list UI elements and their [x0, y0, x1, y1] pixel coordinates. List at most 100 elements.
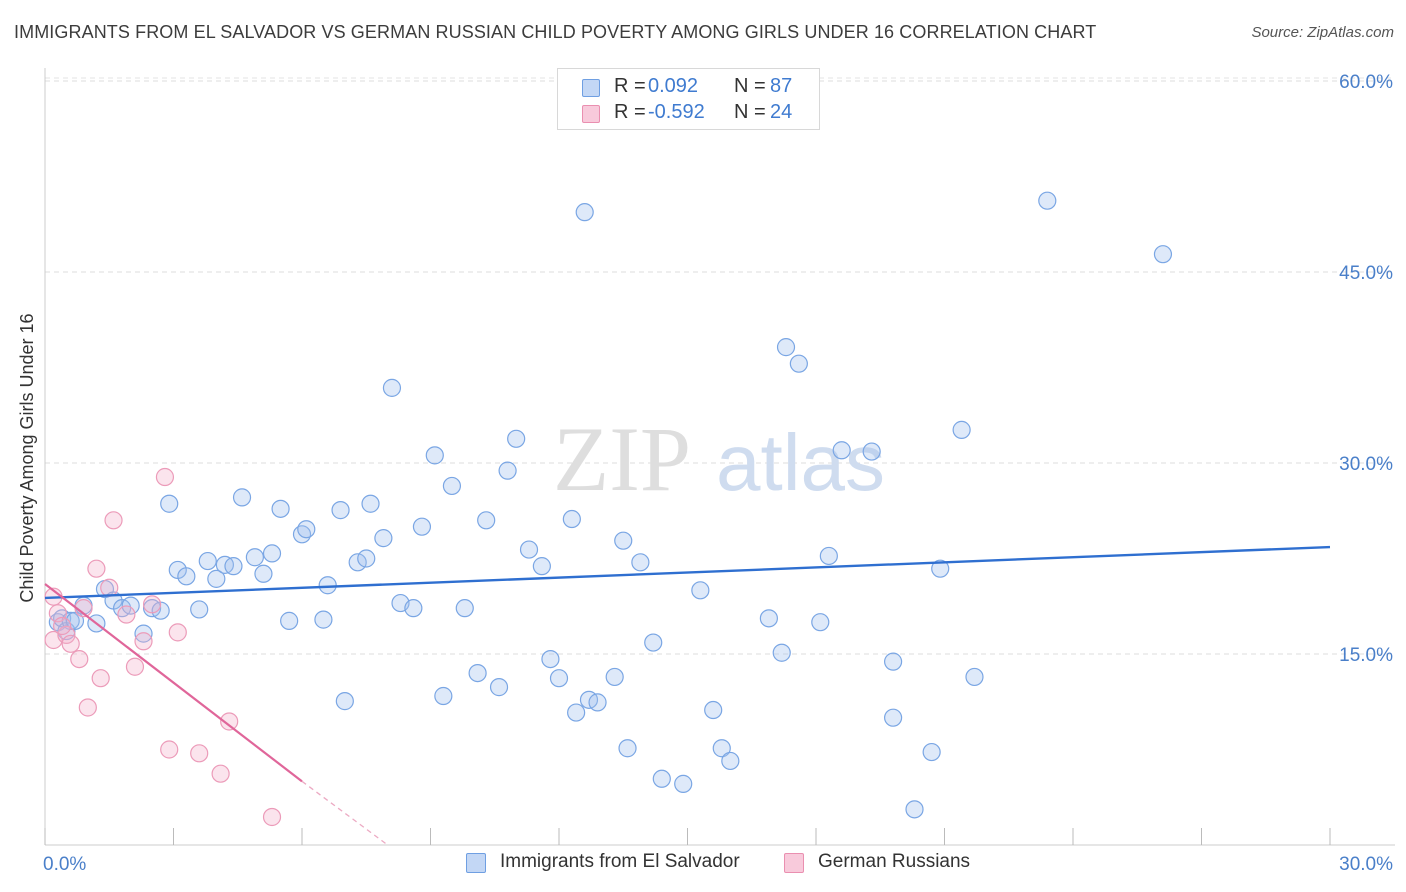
point-el-salvador — [931, 559, 950, 578]
trend-line-german-russians-extension — [301, 780, 389, 846]
point-el-salvador — [644, 633, 663, 652]
point-german-russians — [61, 634, 80, 653]
point-el-salvador — [605, 667, 624, 687]
point-el-salvador — [207, 569, 226, 588]
legend: R = 0.092 N = 87 R = -0.592 N = 24 — [557, 68, 820, 130]
point-el-salvador — [965, 667, 984, 687]
point-el-salvador — [245, 548, 264, 567]
point-el-salvador — [314, 610, 333, 629]
tick-labels: 15.0% 30.0% 45.0% 60.0% 0.0% 30.0% Child Pover… — [17, 72, 1393, 875]
point-el-salvador — [507, 429, 526, 448]
point-german-russians — [134, 632, 153, 651]
point-el-salvador — [280, 611, 299, 630]
trend-line-german-russians — [44, 583, 303, 783]
point-el-salvador — [588, 693, 607, 712]
point-german-russians — [190, 744, 209, 763]
point-el-salvador — [374, 529, 393, 548]
point-el-salvador — [254, 564, 273, 583]
point-el-salvador — [1153, 245, 1173, 264]
point-german-russians — [220, 712, 239, 731]
point-el-salvador — [905, 800, 924, 819]
point-el-salvador — [198, 551, 217, 571]
point-el-salvador — [952, 420, 971, 439]
point-german-russians — [91, 669, 110, 688]
y-tick-label: 45.0% — [1339, 263, 1393, 284]
legend-r-value: -0.592 — [648, 101, 705, 123]
point-el-salvador — [190, 600, 209, 619]
point-el-salvador — [811, 613, 830, 632]
point-el-salvador — [832, 441, 851, 460]
x-tick-label: 0.0% — [43, 854, 86, 875]
point-el-salvador — [704, 700, 723, 720]
point-german-russians — [70, 649, 89, 669]
point-el-salvador — [631, 553, 650, 572]
point-el-salvador — [674, 774, 693, 793]
point-german-russians — [125, 657, 145, 676]
point-el-salvador — [712, 739, 731, 758]
legend-r-label: R = — [614, 75, 646, 97]
point-el-salvador — [862, 442, 881, 461]
point-german-russians — [57, 625, 76, 645]
point-el-salvador — [442, 476, 462, 496]
point-el-salvador — [404, 599, 423, 618]
point-el-salvador — [382, 378, 402, 397]
point-german-russians — [78, 698, 97, 717]
point-el-salvador — [541, 649, 560, 669]
point-el-salvador — [567, 703, 586, 722]
point-el-salvador — [177, 567, 196, 586]
point-el-salvador — [361, 494, 380, 513]
watermark: ZIP atlas — [553, 408, 885, 510]
legend-swatch-blue — [582, 79, 600, 97]
point-el-salvador — [271, 499, 290, 518]
point-el-salvador — [425, 446, 444, 465]
x-tick-label: 30.0% — [1339, 854, 1393, 875]
point-german-russians — [155, 467, 175, 487]
point-el-salvador — [776, 338, 796, 357]
point-el-salvador — [348, 553, 367, 572]
point-german-russians — [160, 740, 179, 759]
legend-n-label: N = — [734, 101, 766, 123]
trend-lines — [44, 545, 1331, 846]
point-german-russians — [87, 559, 106, 578]
series-german-russians-points — [44, 467, 282, 827]
point-el-salvador — [922, 742, 941, 762]
point-el-salvador — [1038, 191, 1057, 210]
legend-n-value: 87 — [770, 75, 793, 97]
point-el-salvador — [498, 461, 517, 480]
point-el-salvador — [562, 509, 581, 529]
point-el-salvador — [618, 739, 637, 758]
y-tick-label: 60.0% — [1339, 72, 1393, 93]
point-german-russians — [53, 616, 72, 636]
point-el-salvador — [477, 511, 496, 530]
bottom-legend-swatch-blue — [466, 853, 486, 873]
point-el-salvador — [759, 609, 778, 628]
watermark-zip: ZIP — [553, 408, 691, 510]
point-el-salvador — [721, 751, 740, 771]
point-el-salvador — [160, 494, 179, 513]
point-el-salvador — [691, 581, 710, 600]
point-el-salvador — [412, 517, 432, 536]
legend-swatch-pink — [582, 105, 600, 123]
point-el-salvador — [335, 692, 354, 711]
point-el-salvador — [224, 557, 243, 576]
point-el-salvador — [789, 354, 808, 373]
point-el-salvador — [519, 540, 539, 559]
point-el-salvador — [883, 652, 903, 671]
point-german-russians — [100, 578, 119, 597]
point-el-salvador — [331, 501, 350, 520]
series-el-salvador-points — [48, 191, 1173, 819]
legend-r-value: 0.092 — [648, 75, 699, 97]
point-el-salvador — [318, 576, 337, 595]
point-el-salvador — [575, 203, 594, 222]
chart-source: Source: ZipAtlas.com — [1251, 24, 1394, 41]
point-german-russians — [104, 511, 123, 530]
point-el-salvador — [468, 663, 487, 683]
point-el-salvador — [819, 546, 838, 566]
point-el-salvador — [772, 643, 791, 662]
point-german-russians — [168, 623, 187, 642]
bottom-legend-label: German Russians — [818, 851, 971, 872]
legend-n-value: 24 — [770, 101, 793, 123]
point-german-russians — [262, 807, 282, 827]
bottom-legend-swatch-pink — [784, 853, 804, 873]
